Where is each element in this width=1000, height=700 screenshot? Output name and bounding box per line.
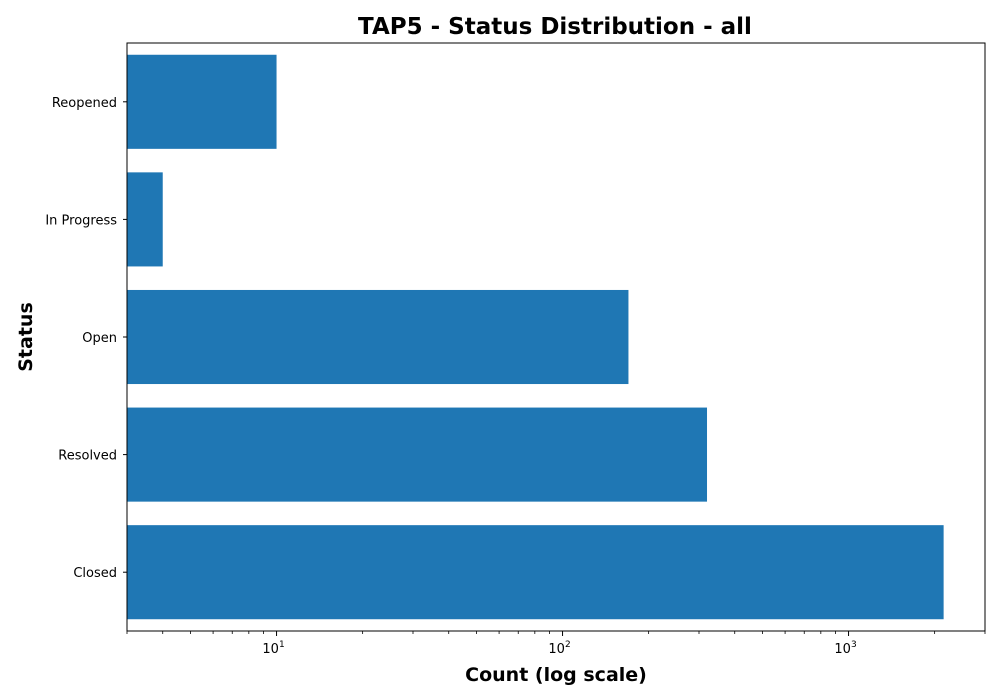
x-axis-ticks: 101 102 103 — [126, 631, 986, 657]
x-axis-label: Count (log scale) — [465, 664, 647, 686]
y-tick-label: Resolved — [58, 449, 117, 464]
y-tick-label: In Progress — [45, 213, 117, 228]
x-tick-label: 102 — [548, 640, 570, 657]
x-tick-label: 101 — [262, 640, 284, 657]
y-tick-label: Open — [82, 331, 117, 346]
bars-group — [127, 54, 944, 620]
bar-in-progress — [127, 172, 163, 267]
y-tick-label: Closed — [73, 566, 117, 581]
y-axis-label: Status — [15, 302, 37, 372]
bar-resolved — [127, 407, 708, 502]
y-axis-ticks: Closed Resolved Open In Progress Reopened — [45, 96, 127, 581]
chart-title: TAP5 - Status Distribution - all — [358, 14, 752, 40]
plot-frame — [126, 42, 986, 632]
bar-open — [127, 289, 629, 385]
bar-closed — [127, 525, 944, 620]
y-tick-label: Reopened — [52, 96, 117, 111]
bar-reopened — [127, 54, 277, 149]
x-tick-label: 103 — [834, 640, 856, 657]
